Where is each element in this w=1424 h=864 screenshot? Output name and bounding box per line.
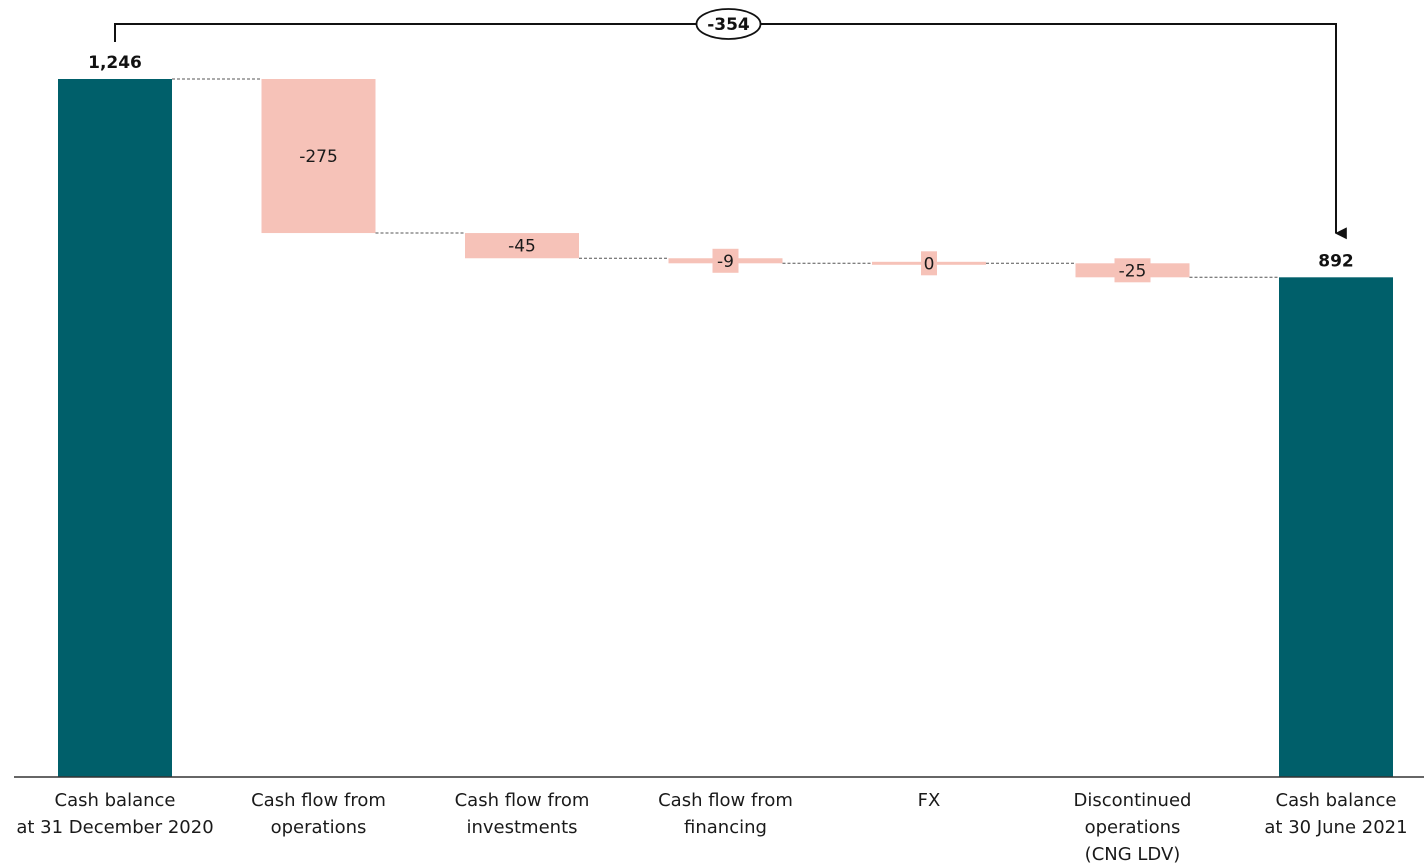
category-label-line: Cash flow from xyxy=(251,790,386,811)
category-label-line: Cash flow from xyxy=(658,790,793,811)
category-label-0: Cash balance at 31 December 2020 xyxy=(16,790,213,838)
category-label-3: Cash flow from financing xyxy=(658,790,793,838)
category-label-line: financing xyxy=(684,817,767,838)
category-label-line: Cash balance xyxy=(55,790,176,811)
category-label-4: FX xyxy=(918,790,941,811)
value-label-4: 0 xyxy=(924,254,935,274)
category-label-line: operations xyxy=(271,817,367,838)
value-labels: 1,246 -275 -45 -9 0 -25 892 xyxy=(88,53,1354,283)
value-label-bg-3 xyxy=(712,248,739,273)
bar-6 xyxy=(1279,277,1393,777)
category-label-line: operations xyxy=(1085,817,1181,838)
category-label-line: (CNG LDV) xyxy=(1085,844,1181,864)
value-label-1: -275 xyxy=(299,147,338,167)
category-label-line: Cash balance xyxy=(1276,790,1397,811)
total-value-label-6: 892 xyxy=(1318,251,1354,271)
value-label-bg-4 xyxy=(921,251,937,276)
bars-group xyxy=(58,79,1393,777)
total-value-label-0: 1,246 xyxy=(88,53,142,73)
category-labels: Cash balance at 31 December 2020 Cash flow… xyxy=(16,790,1407,864)
category-label-line: Discontinued xyxy=(1074,790,1192,811)
category-label-6: Cash balance at 30 June 2021 xyxy=(1264,790,1407,838)
total-change-badge xyxy=(695,8,762,40)
value-label-3: -9 xyxy=(717,252,734,272)
value-label-bg-5 xyxy=(1114,258,1151,283)
category-label-5: Discontinued operations (CNG LDV) xyxy=(1074,790,1192,864)
category-label-line: at 31 December 2020 xyxy=(16,817,213,838)
category-label-line: FX xyxy=(918,790,941,811)
value-label-2: -45 xyxy=(508,237,536,257)
category-label-line: at 30 June 2021 xyxy=(1264,817,1407,838)
category-label-line: investments xyxy=(466,817,577,838)
value-label-5: -25 xyxy=(1119,261,1147,281)
total-change-label: -354 xyxy=(707,15,750,35)
total-change-annotation: -354 xyxy=(114,8,1347,240)
category-label-line: Cash flow from xyxy=(455,790,590,811)
bar-0 xyxy=(58,79,172,777)
bar-1 xyxy=(261,79,376,234)
value-label-bg-2 xyxy=(504,233,540,258)
category-label-1: Cash flow from operations xyxy=(251,790,386,838)
category-label-2: Cash flow from investments xyxy=(455,790,590,838)
